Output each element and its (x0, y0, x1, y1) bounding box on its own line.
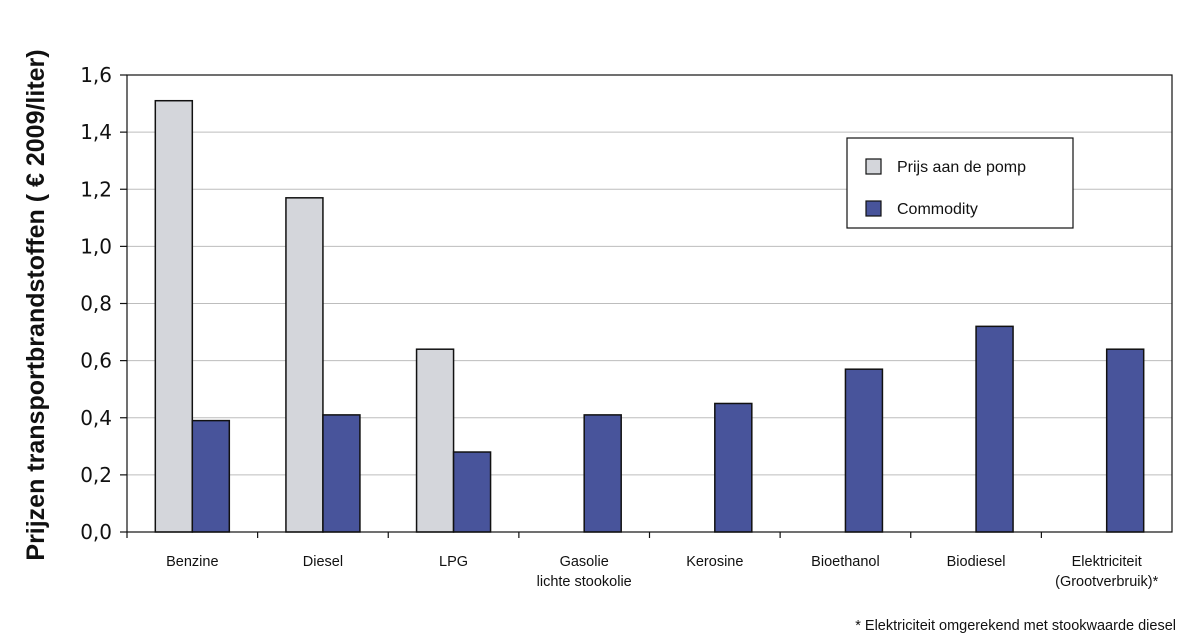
y-tick-label: 1,2 (80, 177, 112, 201)
y-tick-label: 0,8 (80, 292, 112, 316)
y-axis-ticks: 0,0 0,2 0,4 0,6 0,8 1,0 1,2 1,4 1,6 (80, 63, 127, 544)
bar-commodity (583, 414, 622, 533)
footnote: * Elektriciteit omgerekend met stookwaar… (855, 618, 1176, 634)
x-category-label: lichte stookolie (537, 574, 632, 590)
x-category-label: LPG (439, 554, 468, 570)
y-tick-label: 0,6 (80, 349, 112, 373)
legend-box (846, 137, 1074, 229)
x-category-label: Kerosine (686, 554, 743, 570)
bar-prijs-aan-de-pomp (154, 99, 194, 533)
bars (154, 99, 1145, 533)
x-category-label: Bioethanol (811, 554, 880, 570)
legend-label: Commodity (897, 201, 978, 218)
bar-prijs-aan-de-pomp (415, 348, 455, 533)
y-tick-label: 1,0 (80, 234, 112, 258)
bar-commodity (191, 419, 231, 533)
bar-commodity (452, 451, 492, 533)
y-axis-label: Prijzen transportbrandstoffen ( € 2009/l… (22, 49, 50, 560)
bar-commodity (714, 402, 753, 533)
plot-frame (126, 74, 1173, 533)
legend-label: Prijs aan de pomp (897, 159, 1026, 176)
x-category-label: (Grootverbruik)* (1055, 574, 1158, 590)
x-axis-categories: Benzine Diesel LPG Gasolie lichte stookolie K… (126, 532, 1159, 590)
legend-swatch (865, 158, 882, 175)
legend: Prijs aan de pomp Commodity (846, 137, 1074, 229)
x-category-label: Elektriciteit (1072, 554, 1142, 570)
bar-commodity (322, 414, 361, 533)
bar-prijs-aan-de-pomp (285, 197, 324, 533)
y-tick-label: 1,4 (80, 120, 112, 144)
bar-commodity (975, 325, 1014, 533)
y-tick-label: 1,6 (80, 63, 112, 87)
y-tick-label: 0,4 (80, 406, 112, 430)
y-tick-label: 0,0 (80, 520, 112, 544)
x-category-label: Diesel (303, 554, 343, 570)
x-category-label: Gasolie (560, 554, 609, 570)
bar-commodity (844, 368, 884, 533)
legend-swatch (865, 200, 882, 217)
y-tick-label: 0,2 (80, 463, 112, 487)
x-category-label: Benzine (166, 554, 218, 570)
x-category-label: Biodiesel (947, 554, 1006, 570)
bar-commodity (1105, 348, 1145, 533)
